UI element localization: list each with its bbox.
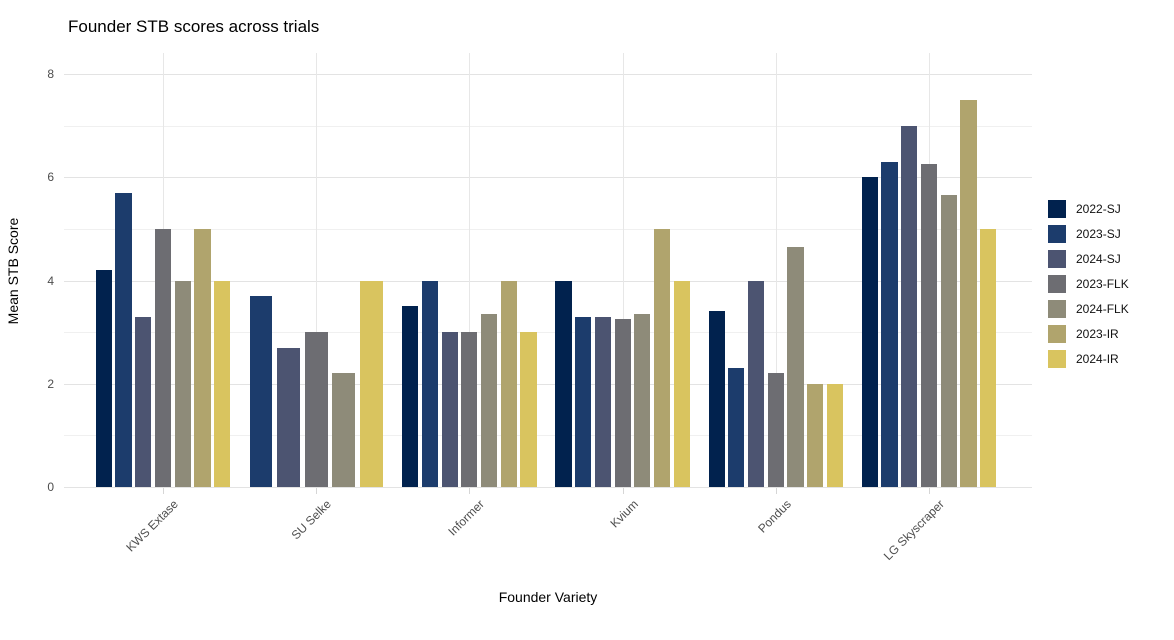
bar-2024-FLK [940, 195, 957, 487]
bar-2024-IR [520, 332, 537, 487]
bar-2023-FLK [154, 228, 172, 487]
legend-key-swatch [1048, 200, 1066, 218]
bar-2024-IR [673, 280, 690, 487]
gridline-major [64, 74, 1032, 75]
bar-2023-SJ [115, 192, 132, 487]
y-tick-label: 6 [47, 170, 54, 185]
bar-2023-FLK [614, 319, 631, 487]
bar-2023-FLK [920, 164, 938, 487]
gridline-minor [64, 228, 1032, 230]
x-axis-tick [929, 488, 930, 494]
chart-title: Founder STB scores across trials [68, 17, 320, 36]
y-tick-label: 0 [47, 480, 54, 494]
gridline-major [64, 487, 1032, 488]
x-axis-tick [775, 488, 777, 494]
bar-2022-SJ [861, 177, 878, 487]
bar-2023-IR [960, 99, 977, 487]
bar-2023-SJ [728, 368, 745, 487]
bar-2024-FLK [332, 373, 356, 487]
bar-2022-SJ [555, 280, 572, 487]
bar-2023-SJ [421, 280, 439, 487]
x-axis-tick [163, 488, 164, 494]
legend-key-swatch [1048, 325, 1066, 343]
x-axis-tick [469, 488, 471, 494]
bar-2024-FLK [787, 246, 804, 487]
bar-2024-SJ [748, 280, 765, 487]
bar-2024-IR [826, 383, 844, 487]
bar-2024-SJ [901, 125, 918, 487]
y-tick-label: 2 [47, 376, 54, 391]
y-axis-title: Mean STB Score [5, 217, 21, 325]
bar-2023-FLK [304, 332, 328, 487]
legend-label: 2024-FLK [1076, 302, 1129, 316]
bar-2024-FLK [174, 280, 191, 487]
bar-2024-SJ [441, 332, 458, 487]
bar-2023-FLK [767, 373, 784, 487]
bar-2023-IR [653, 228, 671, 487]
legend-label: 2023-FLK [1076, 277, 1129, 291]
gridline-vertical [622, 53, 624, 487]
legend-label: 2023-SJ [1076, 227, 1121, 241]
gridline-vertical [316, 53, 318, 487]
gridline-vertical [469, 53, 471, 487]
bar-2024-FLK [634, 314, 651, 487]
bar-2023-SJ [249, 295, 273, 487]
bar-2023-FLK [461, 332, 478, 487]
bar-2023-IR [194, 228, 211, 487]
legend-key-swatch [1048, 275, 1066, 293]
legend-label: 2022-SJ [1076, 202, 1121, 216]
gridline-major [64, 280, 1032, 282]
bar-2023-IR [500, 280, 517, 487]
bar-2023-SJ [575, 316, 592, 487]
gridline-vertical [775, 53, 777, 487]
legend-label: 2024-SJ [1076, 252, 1121, 266]
bar-2024-FLK [481, 314, 498, 487]
bar-2024-SJ [594, 316, 611, 487]
bar-2022-SJ [95, 270, 112, 487]
bar-2024-IR [360, 280, 383, 487]
bar-2022-SJ [708, 311, 725, 487]
gridline-minor [64, 435, 1032, 437]
bar-2022-SJ [402, 306, 419, 487]
gridline-major [64, 383, 1032, 385]
x-axis-tick [316, 488, 318, 494]
bar-2024-IR [214, 280, 231, 487]
gridline-major [64, 177, 1032, 179]
legend-key-swatch [1048, 225, 1066, 243]
y-tick-label: 8 [47, 67, 54, 81]
legend-label: 2023-IR [1076, 327, 1119, 341]
bar-2023-IR [807, 383, 824, 487]
x-axis-tick [622, 488, 624, 494]
bar-2024-IR [980, 228, 997, 487]
gridline-minor [64, 125, 1032, 127]
legend-key-swatch [1048, 350, 1066, 368]
y-tick-label: 4 [47, 273, 54, 288]
bar-2024-SJ [135, 316, 152, 487]
legend-label: 2024-IR [1076, 352, 1119, 366]
x-axis-title: Founder Variety [498, 589, 598, 605]
legend-key-swatch [1048, 300, 1066, 318]
legend-key-swatch [1048, 250, 1066, 268]
gridline-minor [64, 332, 1032, 334]
bar-2023-SJ [881, 161, 898, 487]
bar-2024-SJ [277, 347, 300, 487]
